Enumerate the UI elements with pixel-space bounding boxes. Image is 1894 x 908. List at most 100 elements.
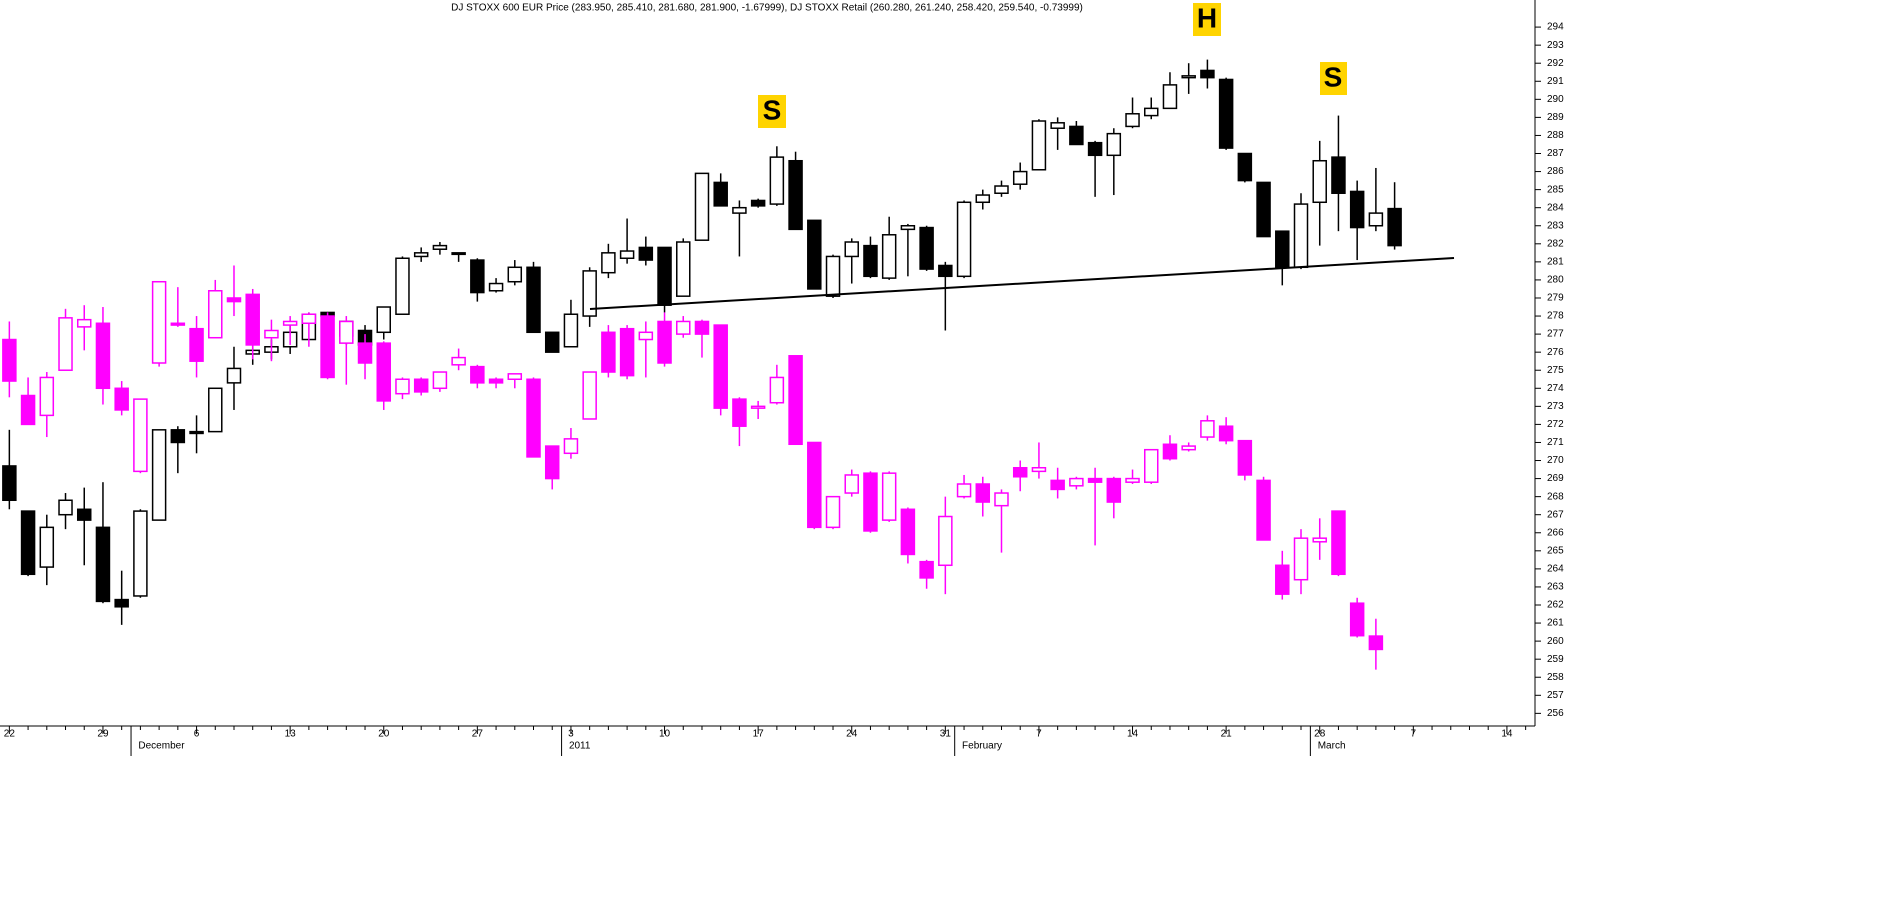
y-tick-label: 274 bbox=[1547, 383, 1564, 394]
candle-body bbox=[1368, 635, 1384, 651]
candle-body bbox=[376, 342, 391, 402]
candle-body bbox=[1200, 420, 1215, 438]
candle-body bbox=[114, 598, 129, 608]
candle-body bbox=[376, 306, 391, 334]
plot-area: 256 257 258 259 260 261 262 263 264 265 266 267 268 2… bbox=[0, 0, 1564, 756]
annotations: S H S bbox=[758, 2, 1347, 128]
candle-body bbox=[863, 472, 878, 532]
candle-body bbox=[1237, 439, 1253, 476]
candle-body bbox=[1349, 602, 1365, 637]
candle-body bbox=[282, 320, 298, 326]
candle-body bbox=[1218, 425, 1234, 442]
candle-body bbox=[1031, 466, 1047, 473]
candle-body bbox=[1181, 445, 1196, 451]
candle-body bbox=[507, 373, 523, 381]
candle-body bbox=[1181, 75, 1196, 79]
y-tick-label: 281 bbox=[1547, 257, 1564, 268]
candle-body bbox=[844, 241, 859, 258]
annotation: S bbox=[763, 94, 782, 125]
candle-body bbox=[170, 429, 186, 444]
candle-body bbox=[58, 317, 73, 371]
x-tick-label: 31 bbox=[940, 729, 952, 740]
x-tick-label: 27 bbox=[472, 729, 484, 740]
x-tick-label: 3 bbox=[568, 729, 574, 740]
y-tick-label: 294 bbox=[1547, 22, 1564, 33]
candle-body bbox=[657, 246, 672, 306]
candle-body bbox=[619, 250, 635, 260]
candle-body bbox=[151, 280, 167, 364]
annotation-box bbox=[1320, 62, 1347, 95]
month-label: February bbox=[962, 741, 1002, 752]
y-tick-label: 278 bbox=[1547, 311, 1564, 322]
y-tick-label: 287 bbox=[1547, 148, 1564, 159]
candle-body bbox=[264, 329, 279, 339]
candle-body bbox=[582, 371, 597, 420]
candle-body bbox=[95, 322, 111, 390]
candle-series bbox=[2, 59, 1402, 625]
candle-body bbox=[956, 483, 972, 498]
y-tick-label: 256 bbox=[1547, 708, 1564, 719]
y-tick-label: 291 bbox=[1547, 76, 1564, 87]
candle-body bbox=[713, 324, 728, 409]
annotation-box bbox=[758, 95, 786, 128]
candle-body bbox=[208, 290, 223, 339]
candle-body bbox=[881, 234, 897, 279]
y-tick-label: 265 bbox=[1547, 545, 1564, 556]
annotation: H bbox=[1197, 2, 1217, 33]
candle-body bbox=[807, 441, 822, 529]
candle-body bbox=[226, 367, 242, 384]
candle-body bbox=[320, 315, 335, 379]
candle-body bbox=[1331, 156, 1346, 194]
candle-body bbox=[1144, 448, 1159, 483]
candle-body bbox=[750, 405, 766, 409]
candle-body bbox=[1012, 466, 1028, 478]
candle-body bbox=[1050, 122, 1065, 129]
candle-body bbox=[844, 474, 859, 494]
candle-body bbox=[133, 398, 148, 473]
candle-body bbox=[769, 376, 785, 404]
candle-body bbox=[451, 252, 466, 256]
candle-body bbox=[39, 376, 55, 417]
candle-body bbox=[301, 313, 317, 325]
candle-body bbox=[1275, 564, 1290, 595]
y-tick-label: 283 bbox=[1547, 220, 1564, 231]
candle-body bbox=[1144, 107, 1159, 117]
candle-body bbox=[95, 526, 111, 603]
candle-body bbox=[1312, 159, 1327, 204]
y-tick-label: 262 bbox=[1547, 600, 1564, 611]
candle-body bbox=[339, 320, 354, 344]
candle-body bbox=[1125, 113, 1140, 128]
candle-body bbox=[2, 465, 17, 502]
candle-body bbox=[432, 244, 448, 250]
y-tick-label: 289 bbox=[1547, 112, 1564, 123]
candle-body bbox=[638, 246, 654, 261]
candle-body bbox=[488, 378, 504, 384]
y-tick-label: 288 bbox=[1547, 130, 1564, 141]
candle-body bbox=[825, 495, 841, 529]
x-tick-label: 7 bbox=[1036, 729, 1042, 740]
x-tick-label: 14 bbox=[1501, 729, 1513, 740]
annotation-box bbox=[1193, 3, 1221, 36]
x-tick-label: 7 bbox=[1411, 729, 1417, 740]
candle-body bbox=[769, 156, 785, 205]
candle-body bbox=[488, 282, 504, 292]
candle-body bbox=[788, 159, 803, 231]
candle-body bbox=[39, 526, 55, 568]
candle-body bbox=[619, 327, 635, 377]
candle-body bbox=[189, 430, 204, 435]
candle-body bbox=[1312, 537, 1327, 543]
candle-body bbox=[544, 445, 560, 480]
x-tick-label: 20 bbox=[378, 729, 390, 740]
candle-body bbox=[526, 266, 541, 334]
candle-body bbox=[544, 331, 560, 353]
candle-body bbox=[938, 264, 953, 278]
y-tick-label: 264 bbox=[1547, 564, 1564, 575]
y-tick-label: 273 bbox=[1547, 401, 1564, 412]
candle-body bbox=[413, 252, 429, 258]
candle-body bbox=[189, 327, 204, 362]
candle-body bbox=[694, 172, 710, 241]
candle-body bbox=[226, 297, 242, 303]
y-tick-label: 259 bbox=[1547, 654, 1564, 665]
y-tick-label: 272 bbox=[1547, 419, 1564, 430]
